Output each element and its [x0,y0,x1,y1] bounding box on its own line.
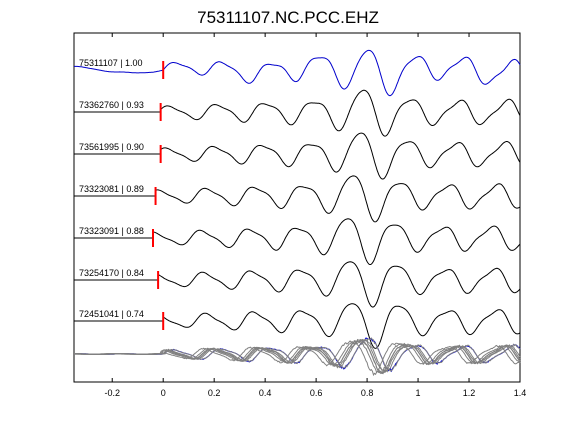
traces-group: 75311107 | 1.00 73362760 | 0.93 73561995 |… [74,49,521,349]
stack-overlay-group [73,337,521,377]
trace-label: 73561995 | 0.90 [79,142,144,152]
trace-label: 73323081 | 0.89 [79,184,144,194]
x-tick-label: 1.2 [463,388,476,398]
plot-frame [73,32,521,383]
x-tick-label: 0.2 [208,388,221,398]
trace-label: 73323091 | 0.88 [79,226,144,236]
trace-line [152,218,521,265]
trace-line [155,175,521,223]
x-tick-label: -0.2 [104,388,120,398]
trace-line [74,49,521,97]
trace-label: 73254170 | 0.84 [79,268,144,278]
x-tick-label: 0.6 [310,388,323,398]
stack-trace-line [73,340,521,377]
trace-line [160,132,521,180]
trace-line [157,261,521,308]
x-tick-label: 1 [416,388,421,398]
chart-title: 75311107.NC.PCC.EHZ [197,8,379,27]
x-tick-label: 1.4 [514,388,527,398]
x-tick-label: 0.4 [259,388,272,398]
x-tick-label: 0.8 [361,388,374,398]
trace-label: 72451041 | 0.74 [79,309,144,319]
trace-line [160,89,521,137]
trace-label: 73362760 | 0.93 [79,100,144,110]
trace-label: 75311107 | 1.00 [79,58,143,68]
x-axis: -0.2 0 0.2 0.4 0.6 0.8 1 1.2 1.4 [104,33,526,398]
trace-line [162,303,521,349]
x-tick-label: 0 [161,388,166,398]
